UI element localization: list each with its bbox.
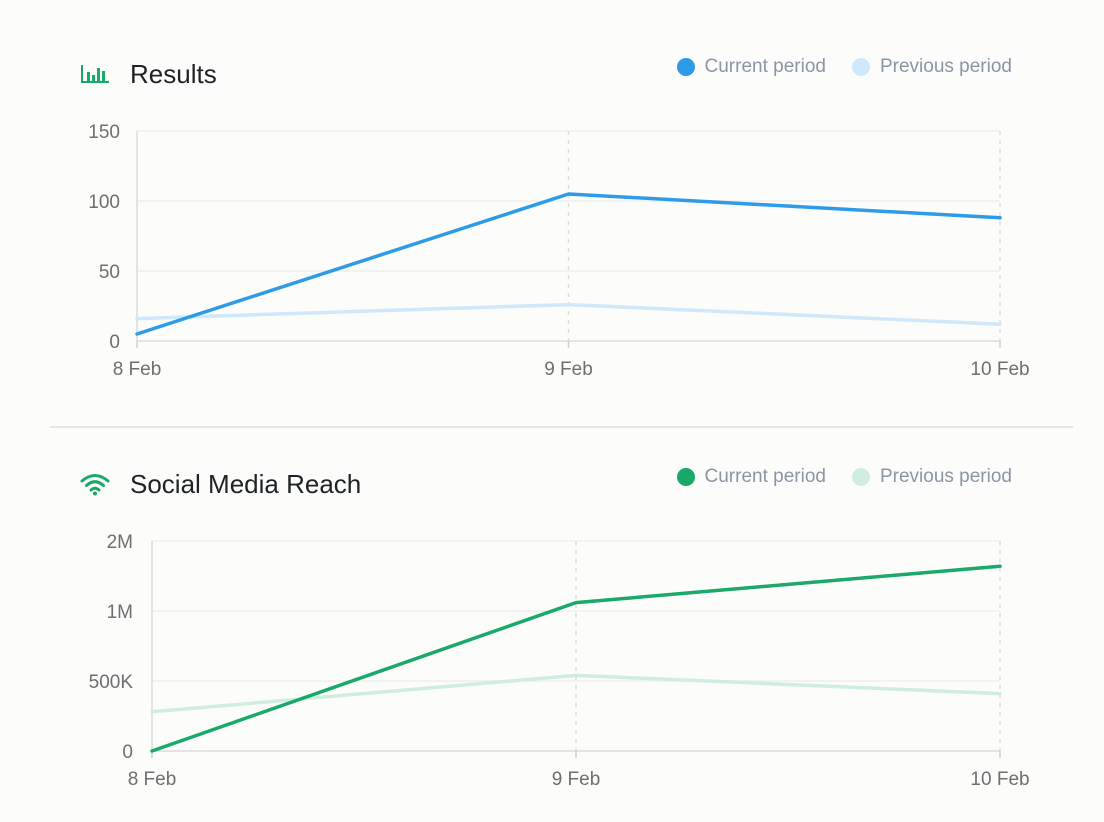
series-line-current-period <box>150 564 1002 753</box>
y-tick-label: 150 <box>88 122 120 143</box>
legend-dot-current <box>676 58 695 76</box>
legend-label-current: Current period <box>704 466 826 487</box>
y-tick-label: 0 <box>109 332 120 353</box>
y-tick-label: 1M <box>107 602 133 623</box>
series-line-previous-period <box>150 673 1002 714</box>
x-tick-label: 9 Feb <box>544 359 593 380</box>
reach-title: Social Media Reach <box>130 468 362 499</box>
legend-label-previous: Previous period <box>879 466 1012 487</box>
results-chart-panel: Results Current period Previous period 0… <box>0 0 1104 410</box>
results-legend: Current period Previous period <box>676 56 1012 78</box>
wifi-icon <box>80 470 114 498</box>
bar-chart-icon <box>80 60 114 88</box>
legend-label-previous: Previous period <box>879 56 1012 77</box>
y-tick-label: 50 <box>99 262 120 283</box>
legend-previous-period[interactable]: Previous period <box>851 466 1012 488</box>
x-tick-label: 9 Feb <box>552 769 601 790</box>
series-line-current-period <box>135 192 1002 336</box>
results-header: Results <box>80 52 217 96</box>
legend-dot-current <box>676 468 695 486</box>
results-line-chart: 0 50 100 150 8 Feb 9 Feb 10 Feb <box>88 122 1029 380</box>
x-tick-label: 10 Feb <box>970 769 1029 790</box>
legend-dot-previous <box>851 58 870 76</box>
y-tick-label: 100 <box>88 192 120 213</box>
reach-legend: Current period Previous period <box>676 466 1012 488</box>
results-title: Results <box>130 58 217 89</box>
y-tick-label: 0 <box>122 742 133 763</box>
reach-chart-panel: Social Media Reach Current period Previo… <box>0 410 1104 822</box>
section-divider <box>50 426 1073 428</box>
reach-header: Social Media Reach <box>80 462 361 506</box>
legend-label-current: Current period <box>704 56 826 77</box>
legend-previous-period[interactable]: Previous period <box>851 56 1012 78</box>
x-tick-label: 8 Feb <box>128 769 177 790</box>
legend-dot-previous <box>851 468 870 486</box>
reach-line-chart: 0 500K 1M 2M 8 Feb 9 Feb 10 Feb <box>89 532 1030 790</box>
legend-current-period[interactable]: Current period <box>676 466 826 488</box>
x-tick-label: 8 Feb <box>113 359 162 380</box>
x-tick-label: 10 Feb <box>970 359 1029 380</box>
y-tick-label: 500K <box>89 672 134 693</box>
y-tick-label: 2M <box>107 532 133 553</box>
series-line-previous-period <box>135 302 1002 326</box>
legend-current-period[interactable]: Current period <box>676 56 826 78</box>
